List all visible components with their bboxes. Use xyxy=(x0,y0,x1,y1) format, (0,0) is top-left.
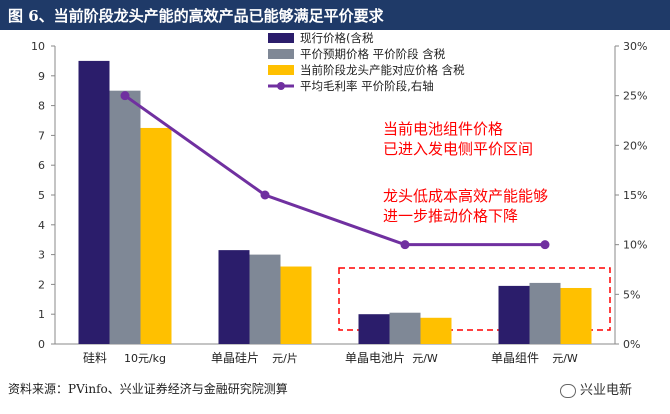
legend-label-1: 现行价格(含税 xyxy=(300,31,374,45)
margin-point-0 xyxy=(120,91,130,101)
legend-swatch-1 xyxy=(268,33,294,43)
legend-label-3: 当前阶段龙头产能对应价格 含税 xyxy=(300,63,465,77)
legend-line-marker xyxy=(277,82,285,90)
y2-tick-label: 10% xyxy=(623,239,647,252)
y-tick-label: 8 xyxy=(38,100,45,113)
y-tick-label: 7 xyxy=(38,129,45,142)
x-unit-label: 元/片 xyxy=(272,352,298,365)
x-category-label: 硅料 xyxy=(83,351,107,365)
y2-tick-label: 30% xyxy=(623,40,647,53)
bar-3-3 xyxy=(560,287,592,344)
legend-swatch-2 xyxy=(268,49,294,59)
highlight-box xyxy=(338,267,611,331)
margin-line xyxy=(124,94,545,247)
margin-point-3 xyxy=(540,240,550,250)
bar-3-2 xyxy=(420,317,452,344)
y2-tick-label: 0% xyxy=(623,338,640,351)
y2-tick-label: 25% xyxy=(623,90,647,103)
bar-3-0 xyxy=(140,127,172,344)
bar-2-2 xyxy=(389,312,421,344)
source-note: 资料来源：PVinfo、兴业证券经济与金融研究院测算 xyxy=(8,382,288,396)
margin-point-2 xyxy=(400,240,410,250)
bar-1-1 xyxy=(218,250,250,344)
legend-label-line: 平均毛利率 平价阶段,右轴 xyxy=(300,79,434,93)
y-tick-label: 5 xyxy=(38,189,45,202)
bar-1-3 xyxy=(498,285,530,344)
margin-point-1 xyxy=(260,190,270,200)
bar-1-2 xyxy=(358,314,390,344)
bar-3-1 xyxy=(280,266,312,344)
x-unit-label: 10元/kg xyxy=(124,352,166,365)
annotation-2-line-2: 进一步推动价格下降 xyxy=(383,207,518,225)
y-tick-label: 2 xyxy=(38,278,45,291)
y-tick-label: 3 xyxy=(38,249,45,262)
watermark-text: 兴业电新 xyxy=(580,383,633,398)
y-tick-label: 4 xyxy=(38,219,45,232)
title-bar: 图 6、当前阶段龙头产能的高效产品已能够满足平价要求 xyxy=(0,0,670,30)
x-unit-label: 元/W xyxy=(412,352,438,365)
x-category-label: 单晶组件 xyxy=(491,351,539,365)
y-tick-label: 0 xyxy=(38,338,45,351)
watermark: 兴业电新 xyxy=(560,379,632,398)
wechat-icon xyxy=(560,383,576,398)
legend-swatch-3 xyxy=(268,65,294,75)
bar-2-1 xyxy=(249,254,281,344)
legend-label-2: 平价预期价格 平价阶段 含税 xyxy=(300,47,446,61)
y2-tick-label: 15% xyxy=(623,189,647,202)
y-tick-label: 6 xyxy=(38,159,45,172)
y-tick-label: 1 xyxy=(38,308,45,321)
x-category-label: 单晶电池片 xyxy=(345,351,405,365)
y2-tick-label: 5% xyxy=(623,288,640,301)
annotation-1-line-1: 当前电池组件价格 xyxy=(383,120,503,138)
y2-tick-label: 20% xyxy=(623,139,647,152)
y-tick-label: 10 xyxy=(31,40,45,53)
bar-2-3 xyxy=(529,282,561,344)
bar-1-0 xyxy=(78,60,110,345)
annotation-1-line-2: 已进入发电侧平价区间 xyxy=(383,140,533,158)
y-tick-label: 9 xyxy=(38,70,45,83)
x-unit-label: 元/W xyxy=(552,352,578,365)
bar-2-0 xyxy=(109,90,141,344)
bar-line-chart: 0 1 2 3 4 5 6 7 8 9 10 0% 5% 10% 15% 20% 25% 30% 硅料 10元/kg 单… xyxy=(31,31,647,365)
annotation-2-line-1: 龙头低成本高效产能能够 xyxy=(383,187,548,205)
chart-title: 图 6、当前阶段龙头产能的高效产品已能够满足平价要求 xyxy=(8,7,384,25)
x-category-label: 单晶硅片 xyxy=(211,351,259,365)
